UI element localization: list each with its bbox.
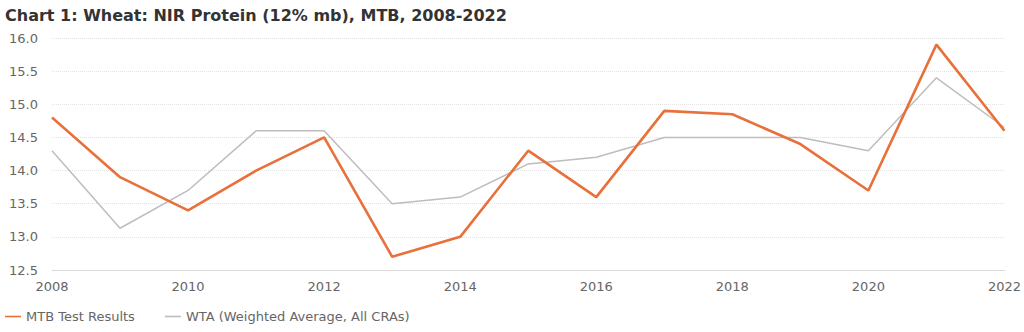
svg-text:2022: 2022 bbox=[988, 279, 1021, 294]
svg-text:2014: 2014 bbox=[444, 279, 477, 294]
svg-text:14.0: 14.0 bbox=[9, 163, 38, 178]
svg-text:12.5: 12.5 bbox=[9, 263, 38, 278]
svg-text:2020: 2020 bbox=[852, 279, 885, 294]
svg-text:2010: 2010 bbox=[172, 279, 205, 294]
svg-text:2012: 2012 bbox=[308, 279, 341, 294]
svg-text:WTA (Weighted Average, All CRA: WTA (Weighted Average, All CRAs) bbox=[186, 309, 410, 324]
svg-text:2016: 2016 bbox=[580, 279, 613, 294]
svg-text:14.5: 14.5 bbox=[9, 130, 38, 145]
svg-text:13.5: 13.5 bbox=[9, 196, 38, 211]
svg-text:15.0: 15.0 bbox=[9, 97, 38, 112]
svg-text:13.0: 13.0 bbox=[9, 229, 38, 244]
svg-text:Chart 1: Wheat: NIR Protein (1: Chart 1: Wheat: NIR Protein (12% mb), MT… bbox=[5, 6, 507, 25]
svg-text:2018: 2018 bbox=[716, 279, 749, 294]
svg-text:15.5: 15.5 bbox=[9, 64, 38, 79]
svg-text:MTB Test Results: MTB Test Results bbox=[26, 309, 135, 324]
svg-text:16.0: 16.0 bbox=[9, 31, 38, 46]
svg-text:2008: 2008 bbox=[35, 279, 68, 294]
